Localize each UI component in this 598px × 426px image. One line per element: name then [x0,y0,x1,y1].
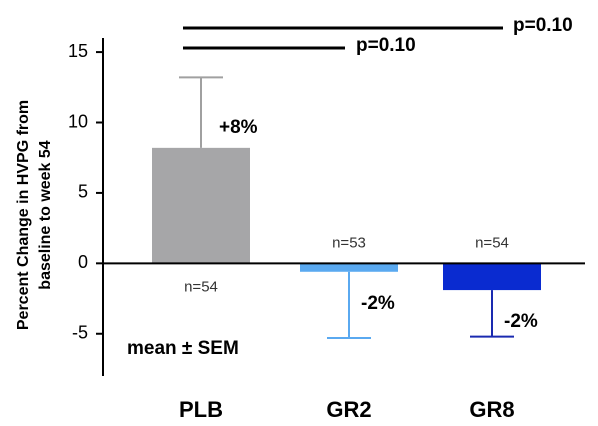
note: mean ± SEM [127,338,239,359]
y-axis-label: baseline to week 54 [37,140,54,290]
y-tick-label: 0 [78,252,88,272]
significance-label: p=0.10 [513,15,573,36]
y-axis-label: Percent Change in HVPG from [15,100,32,330]
significance-label: p=0.10 [356,35,416,56]
bar [300,263,398,272]
bar [152,147,250,264]
n-label: n=54 [184,278,218,295]
category-label: PLB [179,397,223,422]
category-label: GR8 [469,397,514,422]
y-tick-label: 15 [68,41,88,61]
bar-annotation: -2% [361,293,395,314]
y-tick-label: -5 [72,323,88,343]
y-tick-label: 5 [78,182,88,202]
category-label: GR2 [326,397,371,422]
bar-annotation: +8% [219,117,258,138]
y-tick-label: 10 [68,111,88,131]
n-label: n=54 [475,234,509,251]
bar [443,263,541,291]
n-label: n=53 [332,234,366,251]
bar-annotation: -2% [504,311,538,332]
